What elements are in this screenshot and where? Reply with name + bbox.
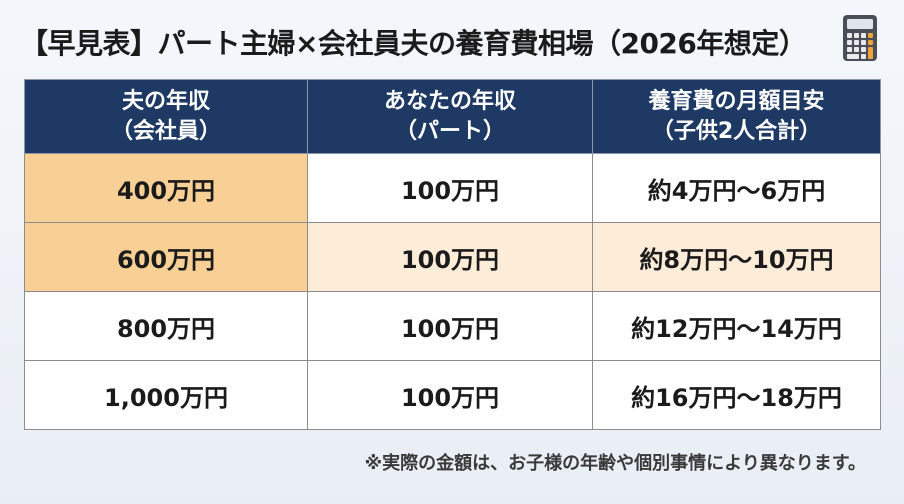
child-support-cell: 約8万円〜10万円 bbox=[592, 222, 881, 292]
header-husband-income: 夫の年収 （会社員） bbox=[24, 79, 308, 154]
calculator-icon bbox=[843, 15, 877, 61]
husband-income-cell: 400万円 bbox=[24, 153, 308, 223]
header-your-income-line1: あなたの年収 bbox=[383, 88, 516, 114]
husband-income-cell: 600万円 bbox=[24, 222, 308, 292]
table-row: 600万円 100万円 約8万円〜10万円 bbox=[24, 222, 881, 292]
your-income-cell: 100万円 bbox=[307, 291, 593, 361]
table-header-row: 夫の年収 （会社員） あなたの年収 （パート） 養育費の月額目安 （子供2人合計… bbox=[24, 79, 881, 154]
child-support-table-container: 夫の年収 （会社員） あなたの年収 （パート） 養育費の月額目安 （子供2人合計… bbox=[24, 79, 881, 430]
child-support-table: 夫の年収 （会社員） あなたの年収 （パート） 養育費の月額目安 （子供2人合計… bbox=[24, 79, 881, 430]
child-support-cell: 約4万円〜6万円 bbox=[592, 153, 881, 223]
child-support-cell: 約12万円〜14万円 bbox=[592, 291, 881, 361]
table-row: 1,000万円 100万円 約16万円〜18万円 bbox=[24, 360, 881, 430]
husband-income-cell: 800万円 bbox=[24, 291, 308, 361]
header-your-income-line2: （パート） bbox=[394, 118, 505, 144]
header-child-support: 養育費の月額目安 （子供2人合計） bbox=[592, 79, 881, 154]
table-row: 400万円 100万円 約4万円〜6万円 bbox=[24, 153, 881, 223]
header-child-support-line2: （子供2人合計） bbox=[651, 118, 822, 144]
your-income-cell: 100万円 bbox=[307, 153, 593, 223]
footnote: ※実際の金額は、お子様の年齢や個別事情により異なります。 bbox=[364, 453, 866, 474]
table-row: 800万円 100万円 約12万円〜14万円 bbox=[24, 291, 881, 361]
page-title: 【早見表】パート主婦×会社員夫の養育費相場（2026年想定） bbox=[20, 27, 807, 60]
your-income-cell: 100万円 bbox=[307, 360, 593, 430]
header-child-support-line1: 養育費の月額目安 bbox=[648, 88, 825, 114]
your-income-cell: 100万円 bbox=[307, 222, 593, 292]
husband-income-cell: 1,000万円 bbox=[24, 360, 308, 430]
header-your-income: あなたの年収 （パート） bbox=[307, 79, 593, 154]
child-support-cell: 約16万円〜18万円 bbox=[592, 360, 881, 430]
header-husband-income-line2: （会社員） bbox=[110, 118, 221, 144]
header-husband-income-line1: 夫の年収 bbox=[121, 88, 210, 114]
